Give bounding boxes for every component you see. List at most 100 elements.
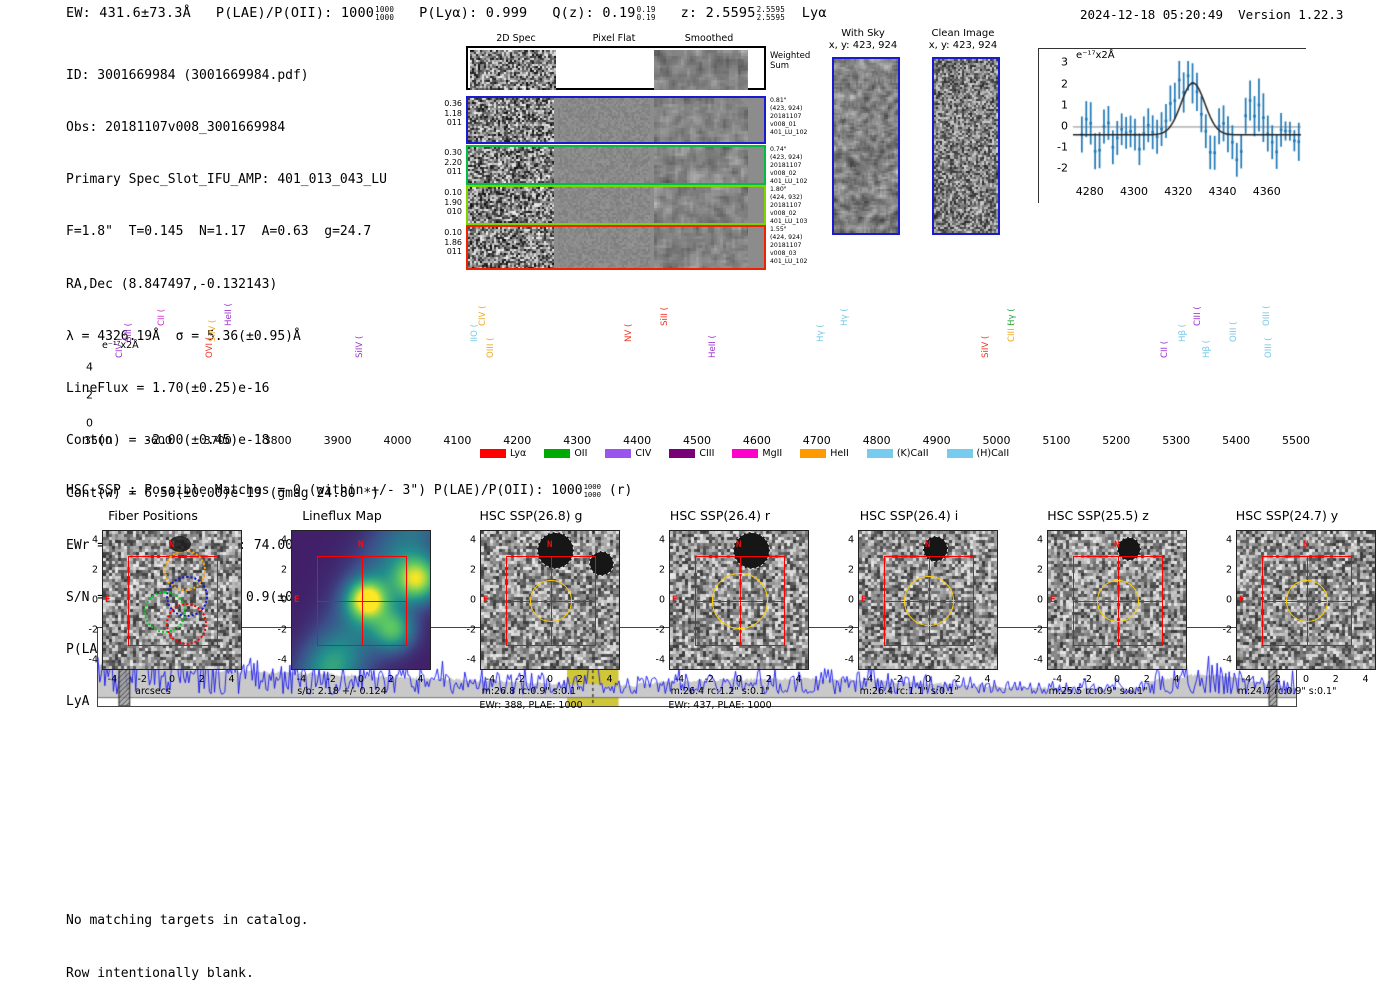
spectrum-x-tick: 4300 xyxy=(563,434,592,447)
source-blob xyxy=(169,536,192,553)
cutout-y-tick: 2 xyxy=(469,564,476,576)
spectrum-y-tick: 0 xyxy=(86,416,93,430)
sky-title-text: With Sky xyxy=(841,28,885,39)
cutout-panel: Fiber Positions N E -4 -2 0 2 4 4 2 0 -2 -4 arcsecs xyxy=(60,508,246,738)
emission-line-label: SiIV ( xyxy=(354,335,365,358)
fit-x-tick: 4340 xyxy=(1208,185,1237,198)
spectrum-x-tick: 5500 xyxy=(1282,434,1310,447)
info-cont-n: Cont(n) = -2.00(±0.45)e-18 xyxy=(66,433,270,449)
spec2d-row-right-label: 0.81" (423, 924) 20181107 v008_01 401_LU… xyxy=(770,97,808,136)
timestamp-version: 2024-12-18 05:20:49 Version 1.22.3 xyxy=(1080,7,1343,22)
cutout-panel: HSC SSP(24.7) y N E -4 -2 0 2 4 4 2 0 -2 -4 m:24.7 rc… xyxy=(1194,508,1380,738)
cutout-x-tick: 0 xyxy=(735,674,743,685)
cutout-y-tick: 0 xyxy=(280,594,287,606)
noise-image xyxy=(654,50,748,90)
cutout-y-tick: -2 xyxy=(1222,624,1232,636)
legend-label: HeII xyxy=(830,448,849,459)
photometry-aperture xyxy=(1097,580,1139,622)
source-blob xyxy=(1117,536,1142,561)
photometry-aperture xyxy=(712,573,768,629)
east-marker: E xyxy=(1050,595,1056,605)
spec2d-row-right-label: 0.74" (423, 924) 20181107 v008_02 401_LU… xyxy=(770,146,808,185)
noise-image xyxy=(470,50,556,90)
spec2d-column-header: Smoothed xyxy=(684,33,734,44)
aperture-box xyxy=(317,556,407,646)
info-params: F=1.8" T=0.145 N=1.17 A=0.63 g=24.7 xyxy=(66,224,372,240)
cutout-x-tick: 0 xyxy=(1113,674,1121,685)
cutout-x-tick: 2 xyxy=(1143,674,1150,685)
hsc-header-text: HSC-SSP : Possible Matches = 0 (within +… xyxy=(66,483,583,498)
cutout-y-tick: 4 xyxy=(847,534,854,546)
photometry-aperture xyxy=(903,575,955,627)
cutout-x-tick: -2 xyxy=(515,674,525,685)
timestamp: 2024-12-18 05:20:49 xyxy=(1080,7,1223,22)
cutout-caption-primary: m:26.4 rc:1.1" s:0.1" xyxy=(859,686,959,697)
legend-label: OII xyxy=(574,448,588,459)
spec2d-row-right-label: 1.80" (424, 932) 20181107 v008_02 401_LU… xyxy=(770,186,808,225)
cutout-y-tick: -4 xyxy=(88,654,98,666)
fit-y-tick: 0 xyxy=(1061,119,1068,133)
spec2d-exposure-row xyxy=(466,96,766,144)
spec2d-row-left-label: 0.30 2.20 011 xyxy=(444,148,462,176)
cutout-y-tick: 2 xyxy=(280,564,287,576)
cutout-panel: HSC SSP(26.4) r N E -4 -2 0 2 4 4 2 0 -2 -4 m:26.4 rc… xyxy=(627,508,813,738)
cutout-y-tick: -4 xyxy=(655,654,665,666)
spec2d-column-header: 2D Spec xyxy=(496,33,536,44)
cutout-y-tick: -4 xyxy=(277,654,287,666)
emission-line-label: SiII ( xyxy=(123,323,134,342)
cutout-y-tick: 2 xyxy=(1225,564,1232,576)
photometry-aperture xyxy=(1286,580,1328,622)
cutout-x-tick: 2 xyxy=(387,674,394,685)
spec2d-exposure-row xyxy=(466,185,766,225)
cutout-x-tick: 0 xyxy=(1302,674,1310,685)
legend-label: Lyα xyxy=(510,448,527,459)
hsc-header-suffix: (r) xyxy=(608,483,633,498)
east-marker: E xyxy=(861,595,867,605)
cutout-y-tick: -2 xyxy=(88,624,98,636)
cutout-title: HSC SSP(24.7) y xyxy=(1235,508,1339,523)
cutout-x-tick: -4 xyxy=(485,674,496,685)
cutout-x-tick: -4 xyxy=(107,674,118,685)
fit-x-tick: 4280 xyxy=(1075,185,1104,198)
cutout-panel: HSC SSP(26.8) g N E -4 -2 0 2 4 4 2 0 -2 -4 m:26.8 rc… xyxy=(438,508,624,738)
legend-swatch xyxy=(605,449,632,458)
z-value: z: 2.5595 xyxy=(680,5,756,21)
legend-label: MgII xyxy=(762,448,783,459)
cutout-x-tick: 2 xyxy=(1332,674,1339,685)
noise-image xyxy=(468,187,554,223)
cutout-y-tick: 2 xyxy=(1036,564,1043,576)
cutout-x-axis-label: s/b: 2.18 +/- 0.124 xyxy=(297,686,387,697)
weighted-sum-label: Weighted Sum xyxy=(770,51,811,71)
cutout-y-tick: 2 xyxy=(847,564,854,576)
emission-line-label: Hγ ( xyxy=(839,308,850,326)
east-marker: E xyxy=(483,595,489,605)
cutout-y-tick: 0 xyxy=(91,594,98,606)
spectrum-x-tick: 4600 xyxy=(742,434,771,447)
legend-item: Lyα xyxy=(480,448,526,459)
cutout-y-tick: 2 xyxy=(658,564,665,576)
legend-swatch xyxy=(732,449,759,458)
north-marker: N xyxy=(169,539,175,550)
cutout-panel: HSC SSP(26.4) i N E -4 -2 0 2 4 4 2 0 -2 -4 m:26.4 rc… xyxy=(816,508,1002,738)
cutout-y-tick: 2 xyxy=(91,564,98,576)
cutout-x-tick: -2 xyxy=(326,674,336,685)
cutout-y-tick: -2 xyxy=(277,624,287,636)
legend-swatch xyxy=(866,449,893,458)
fit-y-tick: -1 xyxy=(1057,140,1068,154)
sky-title-text: Clean Image xyxy=(931,28,995,39)
spectrum-x-tick: 3800 xyxy=(263,434,292,447)
cutout-y-tick: -2 xyxy=(844,624,854,636)
sky-cutout-panel: With Sky x, y: 423, 924 Clean Image x, y: 4… xyxy=(810,28,1025,258)
legend-item: CIII xyxy=(669,448,714,459)
legend-swatch xyxy=(544,449,571,458)
spectrum-x-tick: 5200 xyxy=(1102,434,1131,447)
cutout-x-tick: 4 xyxy=(417,674,424,685)
cutout-x-tick: -2 xyxy=(893,674,903,685)
